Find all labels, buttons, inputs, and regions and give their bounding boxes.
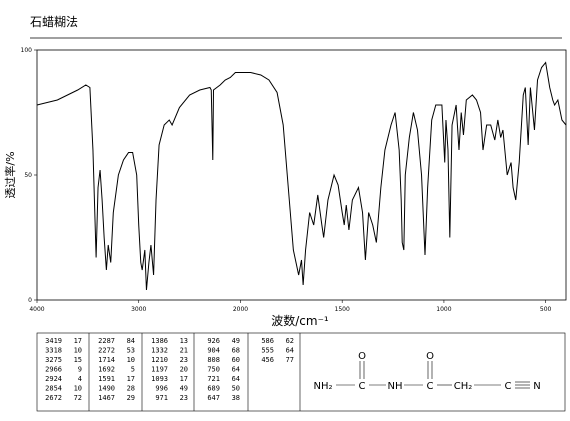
peak-transmittance: 38 (232, 394, 240, 402)
peak-transmittance: 13 (180, 337, 188, 345)
peak-transmittance: 23 (180, 394, 188, 402)
peak-wavenumber: 1332 (151, 347, 168, 355)
peak-transmittance: 72 (74, 394, 82, 402)
structure-oxygen: O (358, 351, 366, 362)
peak-transmittance: 4 (78, 375, 82, 383)
peak-wavenumber: 2672 (45, 394, 62, 402)
peak-wavenumber: 456 (261, 356, 274, 364)
peak-transmittance: 49 (180, 385, 188, 393)
peak-wavenumber: 1210 (151, 356, 168, 364)
peak-wavenumber: 1093 (151, 375, 168, 383)
x-tick-label: 1500 (335, 306, 350, 313)
peak-wavenumber: 2854 (45, 385, 62, 393)
peak-wavenumber: 3275 (45, 356, 62, 364)
y-label: 透过率/% (3, 151, 17, 198)
peak-transmittance: 17 (180, 375, 188, 383)
peak-wavenumber: 1197 (151, 366, 168, 374)
structure-bonds (336, 361, 530, 389)
peak-wavenumber: 1692 (98, 366, 115, 374)
x-tick-label: 3000 (131, 306, 146, 313)
peak-transmittance: 68 (232, 347, 240, 355)
peak-transmittance: 5 (131, 366, 135, 374)
peak-transmittance: 10 (74, 347, 82, 355)
peak-transmittance: 50 (232, 385, 240, 393)
peak-wavenumber: 904 (207, 347, 220, 355)
peak-transmittance: 64 (286, 347, 294, 355)
peak-transmittance: 53 (127, 347, 135, 355)
peak-transmittance: 21 (180, 347, 188, 355)
peak-wavenumber: 3419 (45, 337, 62, 345)
peak-wavenumber: 1386 (151, 337, 168, 345)
structure-atom: C (505, 381, 512, 392)
peak-transmittance: 84 (127, 337, 135, 345)
peak-wavenumber: 586 (261, 337, 274, 345)
structure-atom: C (427, 381, 434, 392)
structure-atom: C (359, 381, 366, 392)
peak-transmittance: 9 (78, 366, 82, 374)
peak-wavenumber: 721 (207, 375, 220, 383)
y-tick-label: 100 (21, 47, 33, 54)
peak-wavenumber: 808 (207, 356, 220, 364)
x-label: 波数/cm⁻¹ (271, 313, 329, 328)
peak-transmittance: 23 (180, 356, 188, 364)
peak-wavenumber: 3318 (45, 347, 62, 355)
peak-transmittance: 10 (127, 356, 135, 364)
peak-transmittance: 20 (180, 366, 188, 374)
peak-wavenumber: 750 (207, 366, 220, 374)
peak-wavenumber: 1467 (98, 394, 115, 402)
spectrum-line (36, 61, 567, 291)
x-tick-label: 4000 (29, 306, 44, 313)
peak-transmittance: 10 (74, 385, 82, 393)
peak-transmittance: 60 (232, 356, 240, 364)
peak-wavenumber: 1490 (98, 385, 115, 393)
peak-transmittance: 17 (74, 337, 82, 345)
peak-wavenumber: 2924 (45, 375, 62, 383)
peak-transmittance: 64 (232, 366, 240, 374)
peak-transmittance: 62 (286, 337, 294, 345)
peak-wavenumber: 2287 (98, 337, 115, 345)
peak-transmittance: 64 (232, 375, 240, 383)
structure-atom: N (533, 381, 540, 392)
x-tick-label: 500 (540, 306, 552, 313)
peak-wavenumber: 926 (207, 337, 220, 345)
peak-wavenumber: 971 (155, 394, 168, 402)
peak-wavenumber: 647 (207, 394, 220, 402)
peak-wavenumber: 555 (261, 347, 274, 355)
peak-transmittance: 77 (286, 356, 294, 364)
peak-wavenumber: 2966 (45, 366, 62, 374)
structure-atom: CH₂ (454, 381, 473, 392)
peak-transmittance: 15 (74, 356, 82, 364)
peak-transmittance: 29 (127, 394, 135, 402)
peak-wavenumber: 2272 (98, 347, 115, 355)
y-tick-label: 0 (28, 297, 32, 304)
peak-wavenumber: 1591 (98, 375, 115, 383)
structure-oxygen: O (426, 351, 434, 362)
structure-atom: NH (388, 381, 403, 392)
title: 石蜡糊法 (30, 14, 78, 29)
table-frame (36, 332, 566, 412)
peak-transmittance: 28 (127, 385, 135, 393)
peak-transmittance: 17 (127, 375, 135, 383)
y-tick-label: 50 (24, 172, 32, 179)
peak-wavenumber: 1714 (98, 356, 115, 364)
peak-wavenumber: 689 (207, 385, 220, 393)
peak-wavenumber: 996 (155, 385, 168, 393)
structure-atom: NH₂ (313, 381, 332, 392)
peak-transmittance: 49 (232, 337, 240, 345)
x-tick-label: 2000 (233, 306, 248, 313)
x-tick-label: 1000 (436, 306, 451, 313)
